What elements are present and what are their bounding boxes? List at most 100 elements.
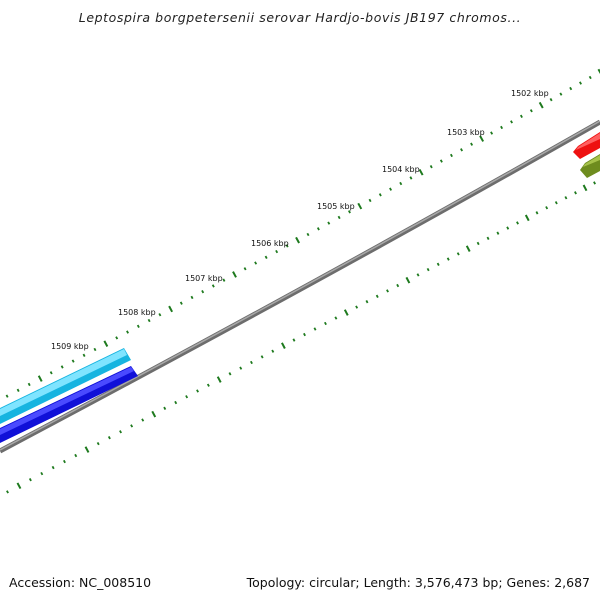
inner-ring-minor-tick — [74, 453, 78, 458]
outer-ring-minor-tick — [49, 371, 53, 375]
inner-ring-minor-tick — [185, 395, 189, 399]
inner-ring-major-tick — [281, 342, 286, 349]
inner-ring-major-tick — [405, 276, 411, 284]
inner-ring-minor-tick — [456, 252, 460, 256]
outer-ring-minor-tick — [588, 75, 592, 80]
outer-ring-minor-tick — [559, 92, 563, 96]
tick-label-1502: 1502 kbp — [511, 89, 549, 98]
outer-ring-minor-tick — [158, 313, 162, 317]
tick-label-1507: 1507 kbp — [185, 274, 223, 283]
genome-summary: Topology: circular; Length: 3,576,473 bp… — [246, 575, 590, 590]
outer-ring-minor-tick — [327, 221, 331, 225]
tick-labels: 1502 kbp 1503 kbp 1504 kbp 1505 kbp 1506… — [51, 89, 549, 351]
inner-ring-minor-tick — [141, 418, 145, 422]
inner-ring-minor-tick — [496, 231, 500, 235]
outer-ring-minor-tick — [490, 131, 494, 135]
inner-ring-minor-tick — [96, 441, 100, 446]
outer-ring-minor-tick — [82, 353, 86, 357]
inner-ring-minor-tick — [260, 355, 264, 359]
outer-ring-minor-tick — [275, 249, 279, 254]
inner-ring-minor-tick — [564, 196, 568, 200]
outer-tick-ring — [5, 68, 600, 398]
outer-ring-minor-tick — [243, 267, 247, 271]
inner-ring-minor-tick — [51, 465, 55, 470]
tick-label-1508: 1508 kbp — [118, 308, 156, 317]
inner-ring-major-tick — [524, 214, 530, 222]
inner-ring-minor-tick — [545, 206, 549, 210]
outer-ring-minor-tick — [389, 187, 393, 191]
inner-ring-minor-tick — [436, 262, 440, 266]
outer-ring-minor-tick — [439, 159, 443, 163]
outer-ring-minor-tick — [179, 301, 183, 305]
outer-ring-minor-tick — [378, 193, 382, 197]
inner-ring-major-tick — [151, 410, 157, 418]
inner-ring-minor-tick — [40, 471, 44, 476]
outer-ring-minor-tick — [399, 181, 403, 186]
outer-ring-minor-tick — [115, 336, 119, 340]
outer-ring-major-tick — [597, 68, 600, 75]
outer-ring-major-tick — [357, 202, 363, 210]
inner-ring-minor-tick — [486, 236, 490, 240]
inner-ring-minor-tick — [174, 400, 178, 405]
inner-ring-minor-tick — [355, 305, 359, 309]
inner-ring-minor-tick — [554, 201, 558, 205]
inner-ring-minor-tick — [206, 383, 210, 387]
inner-ring-minor-tick — [130, 424, 134, 428]
outer-ring-minor-tick — [254, 261, 258, 265]
tick-label-1506: 1506 kbp — [251, 239, 289, 248]
backbone-arc — [0, 119, 600, 454]
outer-ring-minor-tick — [429, 164, 433, 169]
inner-ring-minor-tick — [396, 283, 400, 288]
feature-cyan-arrow[interactable] — [0, 348, 131, 424]
outer-ring-major-tick — [538, 101, 544, 109]
outer-ring-minor-tick — [549, 97, 553, 102]
outer-ring-minor-tick — [190, 295, 194, 300]
inner-ring-major-tick — [465, 245, 471, 252]
outer-ring-minor-tick — [460, 148, 463, 152]
outer-ring-minor-tick — [222, 278, 226, 282]
outer-ring-minor-tick — [211, 284, 215, 288]
inner-ring-minor-tick — [303, 332, 306, 337]
inner-ring-minor-tick — [506, 226, 510, 230]
feature-olive-arrow[interactable] — [580, 154, 600, 178]
backbone-highlight — [0, 120, 600, 451]
inner-ring-minor-tick — [416, 273, 420, 277]
outer-ring-minor-tick — [500, 125, 504, 130]
outer-ring-minor-tick — [264, 255, 268, 259]
inner-ring-minor-tick — [334, 316, 338, 320]
inner-ring-minor-tick — [239, 366, 243, 370]
outer-ring-minor-tick — [285, 244, 289, 248]
outer-ring-minor-tick — [368, 198, 372, 203]
outer-ring-minor-tick — [569, 86, 573, 91]
feature-blue-arrow[interactable] — [0, 366, 138, 443]
outer-ring-minor-tick — [147, 318, 151, 323]
outer-ring-minor-tick — [60, 365, 64, 369]
tick-label-1509: 1509 kbp — [51, 342, 89, 351]
outer-ring-minor-tick — [5, 394, 9, 398]
outer-ring-minor-tick — [409, 176, 413, 180]
inner-ring-minor-tick — [228, 372, 232, 376]
outer-ring-major-tick — [103, 340, 109, 347]
inner-ring-minor-tick — [250, 360, 253, 365]
outer-ring-major-tick — [168, 305, 174, 313]
inner-ring-minor-tick — [324, 321, 327, 326]
inner-ring-major-tick — [216, 376, 222, 383]
inner-ring-minor-tick — [574, 191, 577, 195]
outer-ring-major-tick — [479, 135, 485, 142]
outer-ring-minor-tick — [449, 153, 453, 158]
outer-ring-minor-tick — [201, 290, 205, 294]
outer-ring-minor-tick — [27, 382, 31, 387]
inner-ring-minor-tick — [63, 459, 66, 464]
outer-ring-major-tick — [295, 236, 300, 244]
map-title: Leptospira borgpetersenii serovar Hardjo… — [78, 10, 522, 25]
outer-ring-minor-tick — [16, 388, 20, 392]
inner-ring-minor-tick — [313, 327, 317, 331]
inner-ring-minor-tick — [593, 181, 596, 185]
inner-ring-minor-tick — [386, 289, 389, 293]
feature-red-arrow[interactable] — [573, 132, 600, 159]
outer-ring-minor-tick — [470, 142, 474, 146]
outer-ring-minor-tick — [510, 120, 513, 124]
outer-ring-major-tick — [37, 375, 43, 382]
inner-ring-minor-tick — [196, 389, 199, 393]
